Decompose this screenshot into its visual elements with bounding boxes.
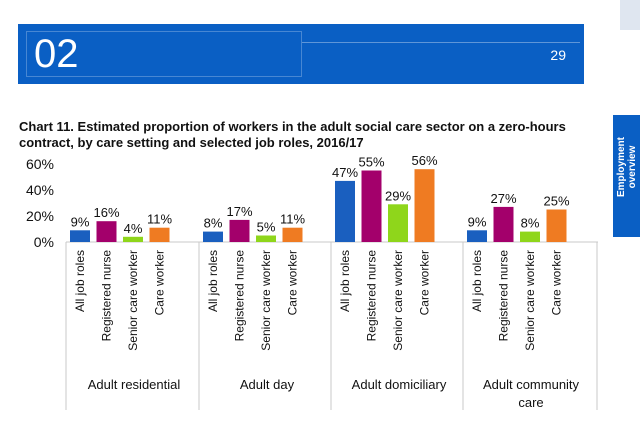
y-tick-label: 40%: [26, 182, 54, 198]
role-label: Registered nurse: [365, 250, 379, 342]
data-label: 11%: [147, 212, 172, 227]
data-label: 29%: [385, 188, 411, 203]
data-label: 9%: [468, 214, 487, 229]
role-label: All job roles: [73, 250, 87, 312]
role-label: All job roles: [338, 250, 352, 312]
role-label: Senior care worker: [391, 250, 405, 351]
group-label: Adult residential: [88, 377, 181, 392]
section-number: 02: [34, 32, 79, 76]
group-label: Adult domiciliary: [352, 377, 447, 392]
role-label: All job roles: [206, 250, 220, 312]
data-label: 11%: [280, 212, 305, 227]
bar: [229, 219, 250, 242]
data-label: 55%: [358, 155, 384, 170]
data-label: 47%: [332, 165, 358, 180]
bar: [96, 221, 117, 242]
bar: [493, 206, 514, 242]
data-label: 16%: [93, 205, 119, 220]
role-label: Senior care worker: [126, 250, 140, 351]
section-header: [18, 24, 584, 84]
bar: [414, 169, 435, 242]
side-tab-notch: [620, 0, 640, 30]
role-label: Registered nurse: [100, 250, 114, 342]
section-number-box: [26, 31, 302, 77]
page-number: 29: [550, 47, 566, 63]
bar: [546, 209, 567, 242]
y-tick-label: 60%: [26, 156, 54, 172]
data-label: 9%: [71, 214, 90, 229]
data-label: 8%: [204, 216, 223, 231]
role-label: All job roles: [470, 250, 484, 312]
group-label: Adult day: [240, 377, 295, 392]
role-label: Care worker: [286, 250, 300, 315]
role-label: Care worker: [418, 250, 432, 315]
bar: [335, 180, 355, 242]
role-label: Care worker: [550, 250, 564, 315]
bar: [361, 170, 382, 242]
bar: [70, 230, 90, 242]
header-divider: [302, 42, 580, 43]
role-label: Registered nurse: [233, 250, 247, 342]
y-tick-label: 0%: [34, 234, 54, 250]
data-label: 4%: [124, 221, 143, 236]
bar: [282, 227, 303, 242]
group-label: Adult community: [483, 377, 580, 392]
data-label: 56%: [411, 153, 437, 168]
y-tick-label: 20%: [26, 208, 54, 224]
role-label: Senior care worker: [523, 250, 537, 351]
data-label: 8%: [521, 216, 540, 231]
data-label: 5%: [257, 220, 276, 235]
role-label: Senior care worker: [259, 250, 273, 351]
bar: [520, 231, 540, 242]
bar: [149, 227, 170, 242]
bar: [203, 231, 223, 242]
chart-title: Chart 11. Estimated proportion of worker…: [19, 119, 566, 150]
data-label: 27%: [490, 191, 516, 206]
bar-chart: 0% 20% 40% 60% 9% All job roles 16% Registered …: [26, 153, 598, 410]
group-label: care: [518, 395, 543, 410]
role-label: Registered nurse: [497, 250, 511, 342]
bar: [123, 236, 143, 242]
role-label: Care worker: [153, 250, 167, 315]
data-label: 25%: [543, 194, 569, 209]
data-label: 17%: [226, 204, 252, 219]
bar: [256, 235, 276, 242]
bar: [388, 204, 408, 242]
bar: [467, 230, 487, 242]
